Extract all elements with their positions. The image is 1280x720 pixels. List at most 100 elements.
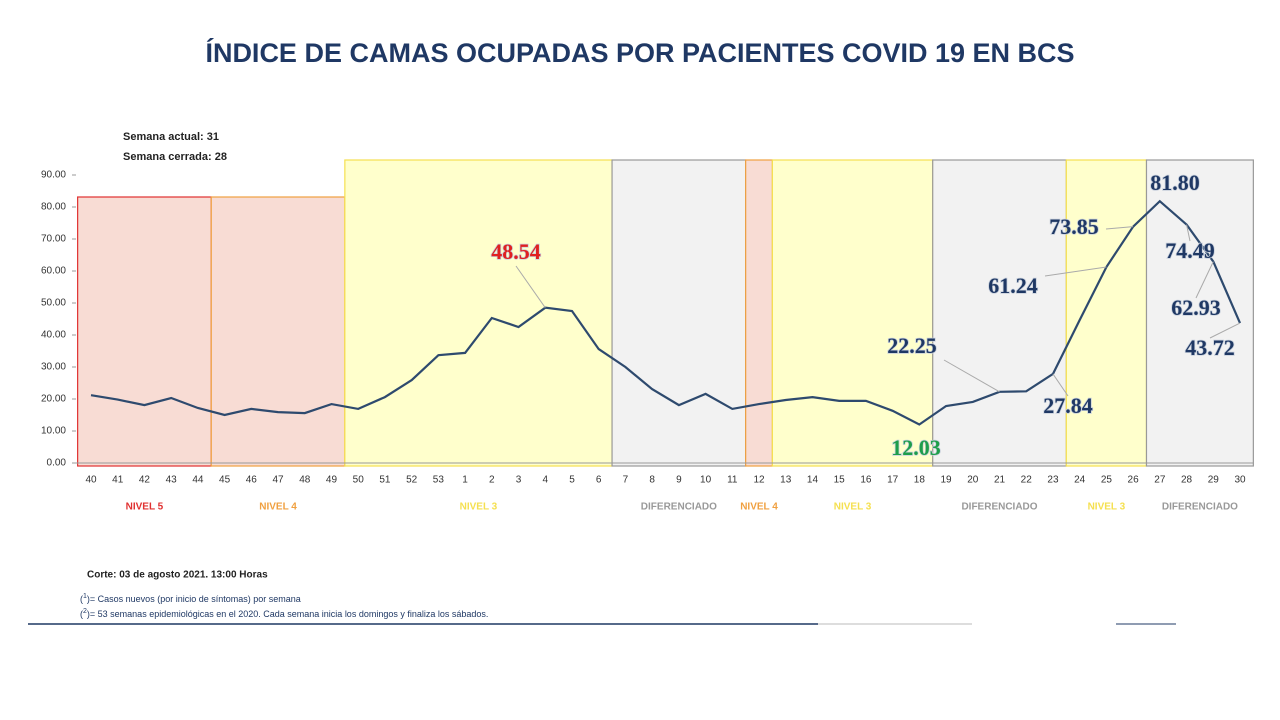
level-band [932,159,1067,467]
x-tick-label: 24 [1074,475,1086,486]
y-tick-label: 30.00 [41,362,66,373]
x-tick-label: 43 [166,475,178,486]
x-tick-label: 2 [489,475,495,486]
leader-line [1186,224,1191,242]
footnote-part: ( [80,594,83,604]
x-tick-label: 27 [1154,475,1166,486]
level-band [745,159,773,467]
leader-line [515,265,546,308]
value-label: 12.03 [891,435,941,460]
cut-note: Corte: 03 de agosto 2021. 13:00 Horas [87,570,268,581]
info-text: Semana cerrada: 28 [123,151,227,163]
x-tick-label: 1 [462,475,468,486]
x-tick-label: 52 [406,475,418,486]
leader-line [1052,373,1069,397]
y-tick-label: 40.00 [41,330,66,341]
x-tick-label: 46 [246,475,258,486]
value-label: 62.93 [1171,295,1221,320]
band-label: NIVEL 5 [126,502,164,513]
y-tick-label: 70.00 [41,234,66,245]
x-tick-label: 48 [299,475,311,486]
level-band [210,196,346,467]
band-label: NIVEL 3 [460,502,498,513]
x-tick-label: 50 [353,475,365,486]
x-tick-label: 22 [1021,475,1033,486]
x-tick-label: 45 [219,475,231,486]
value-label: 61.24 [988,273,1038,298]
x-tick-label: 20 [967,475,979,486]
x-tick-label: 7 [623,475,629,486]
x-tick-label: 12 [753,475,765,486]
leader-line [1195,261,1214,299]
leader-line [1209,322,1241,339]
leader-line [1044,266,1107,277]
x-tick-label: 26 [1128,475,1140,486]
leader-line [1105,226,1134,230]
footnote-sup: 1 [83,593,87,600]
x-tick-label: 18 [914,475,926,486]
x-tick-label: 53 [433,475,445,486]
x-tick-label: 15 [834,475,846,486]
value-label: 81.80 [1150,170,1200,195]
x-tick-label: 17 [887,475,899,486]
band-label: NIVEL 3 [834,502,872,513]
x-tick-label: 51 [379,475,391,486]
x-tick-label: 25 [1101,475,1113,486]
footnote: (2)= 53 semanas epidemiológicas en el 20… [80,608,488,620]
x-tick-label: 30 [1234,475,1246,486]
footnote-part: )= Casos nuevos (por inicio de síntomas)… [87,594,301,604]
x-tick-label: 29 [1208,475,1220,486]
level-band [771,159,934,467]
x-tick-label: 44 [192,475,204,486]
level-band [1065,159,1148,467]
plot: 0.00 10.00 20.00 30.00 40.00 50.00 60.00 70.00 8… [41,169,1253,486]
value-label: 43.72 [1185,335,1235,360]
y-tick-label: 50.00 [41,298,66,309]
value-label: 74.49 [1165,238,1215,263]
y-tick-label: 80.00 [41,202,66,213]
y-tick-label: 10.00 [41,426,66,437]
line-series [90,199,1242,426]
footnote-part: )= 53 semanas epidemiológicas en el 2020… [87,609,488,619]
level-band [344,159,613,467]
value-label: 27.84 [1043,393,1093,418]
footnote-sup: 2 [83,608,87,615]
level-band [611,159,747,467]
value-label: 48.54 [491,239,541,264]
x-tick-label: 14 [807,475,819,486]
band-label: DIFERENCIADO [1162,502,1238,513]
x-tick-label: 23 [1047,475,1059,486]
y-tick-label: 90.00 [41,170,66,181]
x-tick-label: 16 [860,475,872,486]
x-tick-label: 11 [727,475,738,486]
y-tick-label: 0.00 [47,458,67,469]
band-label: NIVEL 4 [740,502,778,513]
footnote: (1)= Casos nuevos (por inicio de síntoma… [80,593,301,605]
x-tick-label: 10 [700,475,712,486]
x-tick-label: 3 [516,475,522,486]
value-label: 73.85 [1049,214,1099,239]
x-tick-label: 47 [272,475,284,486]
x-tick-label: 8 [649,475,655,486]
bands: NIVEL 5 NIVEL 4 NIVEL 3 DIFERENCIADO NIVEL 4… [77,159,1254,513]
x-tick-label: 5 [569,475,575,486]
x-tick-label: 4 [542,475,548,486]
info-text: Semana actual: 31 [123,131,219,143]
band-label: DIFERENCIADO [961,502,1037,513]
x-tick-label: 49 [326,475,338,486]
band-label: DIFERENCIADO [641,502,717,513]
level-band [77,196,212,467]
footnote-part: ( [80,609,83,619]
x-tick-label: 13 [780,475,792,486]
leader-line [943,359,1000,393]
band-label: NIVEL 3 [1088,502,1126,513]
x-tick-label: 40 [85,475,97,486]
y-tick-label: 60.00 [41,266,66,277]
x-tick-label: 6 [596,475,602,486]
x-tick-label: 41 [112,475,124,486]
y-tick-label: 20.00 [41,394,66,405]
band-label: NIVEL 4 [259,502,297,513]
x-tick-label: 19 [941,475,953,486]
x-tick-label: 21 [994,475,1006,486]
